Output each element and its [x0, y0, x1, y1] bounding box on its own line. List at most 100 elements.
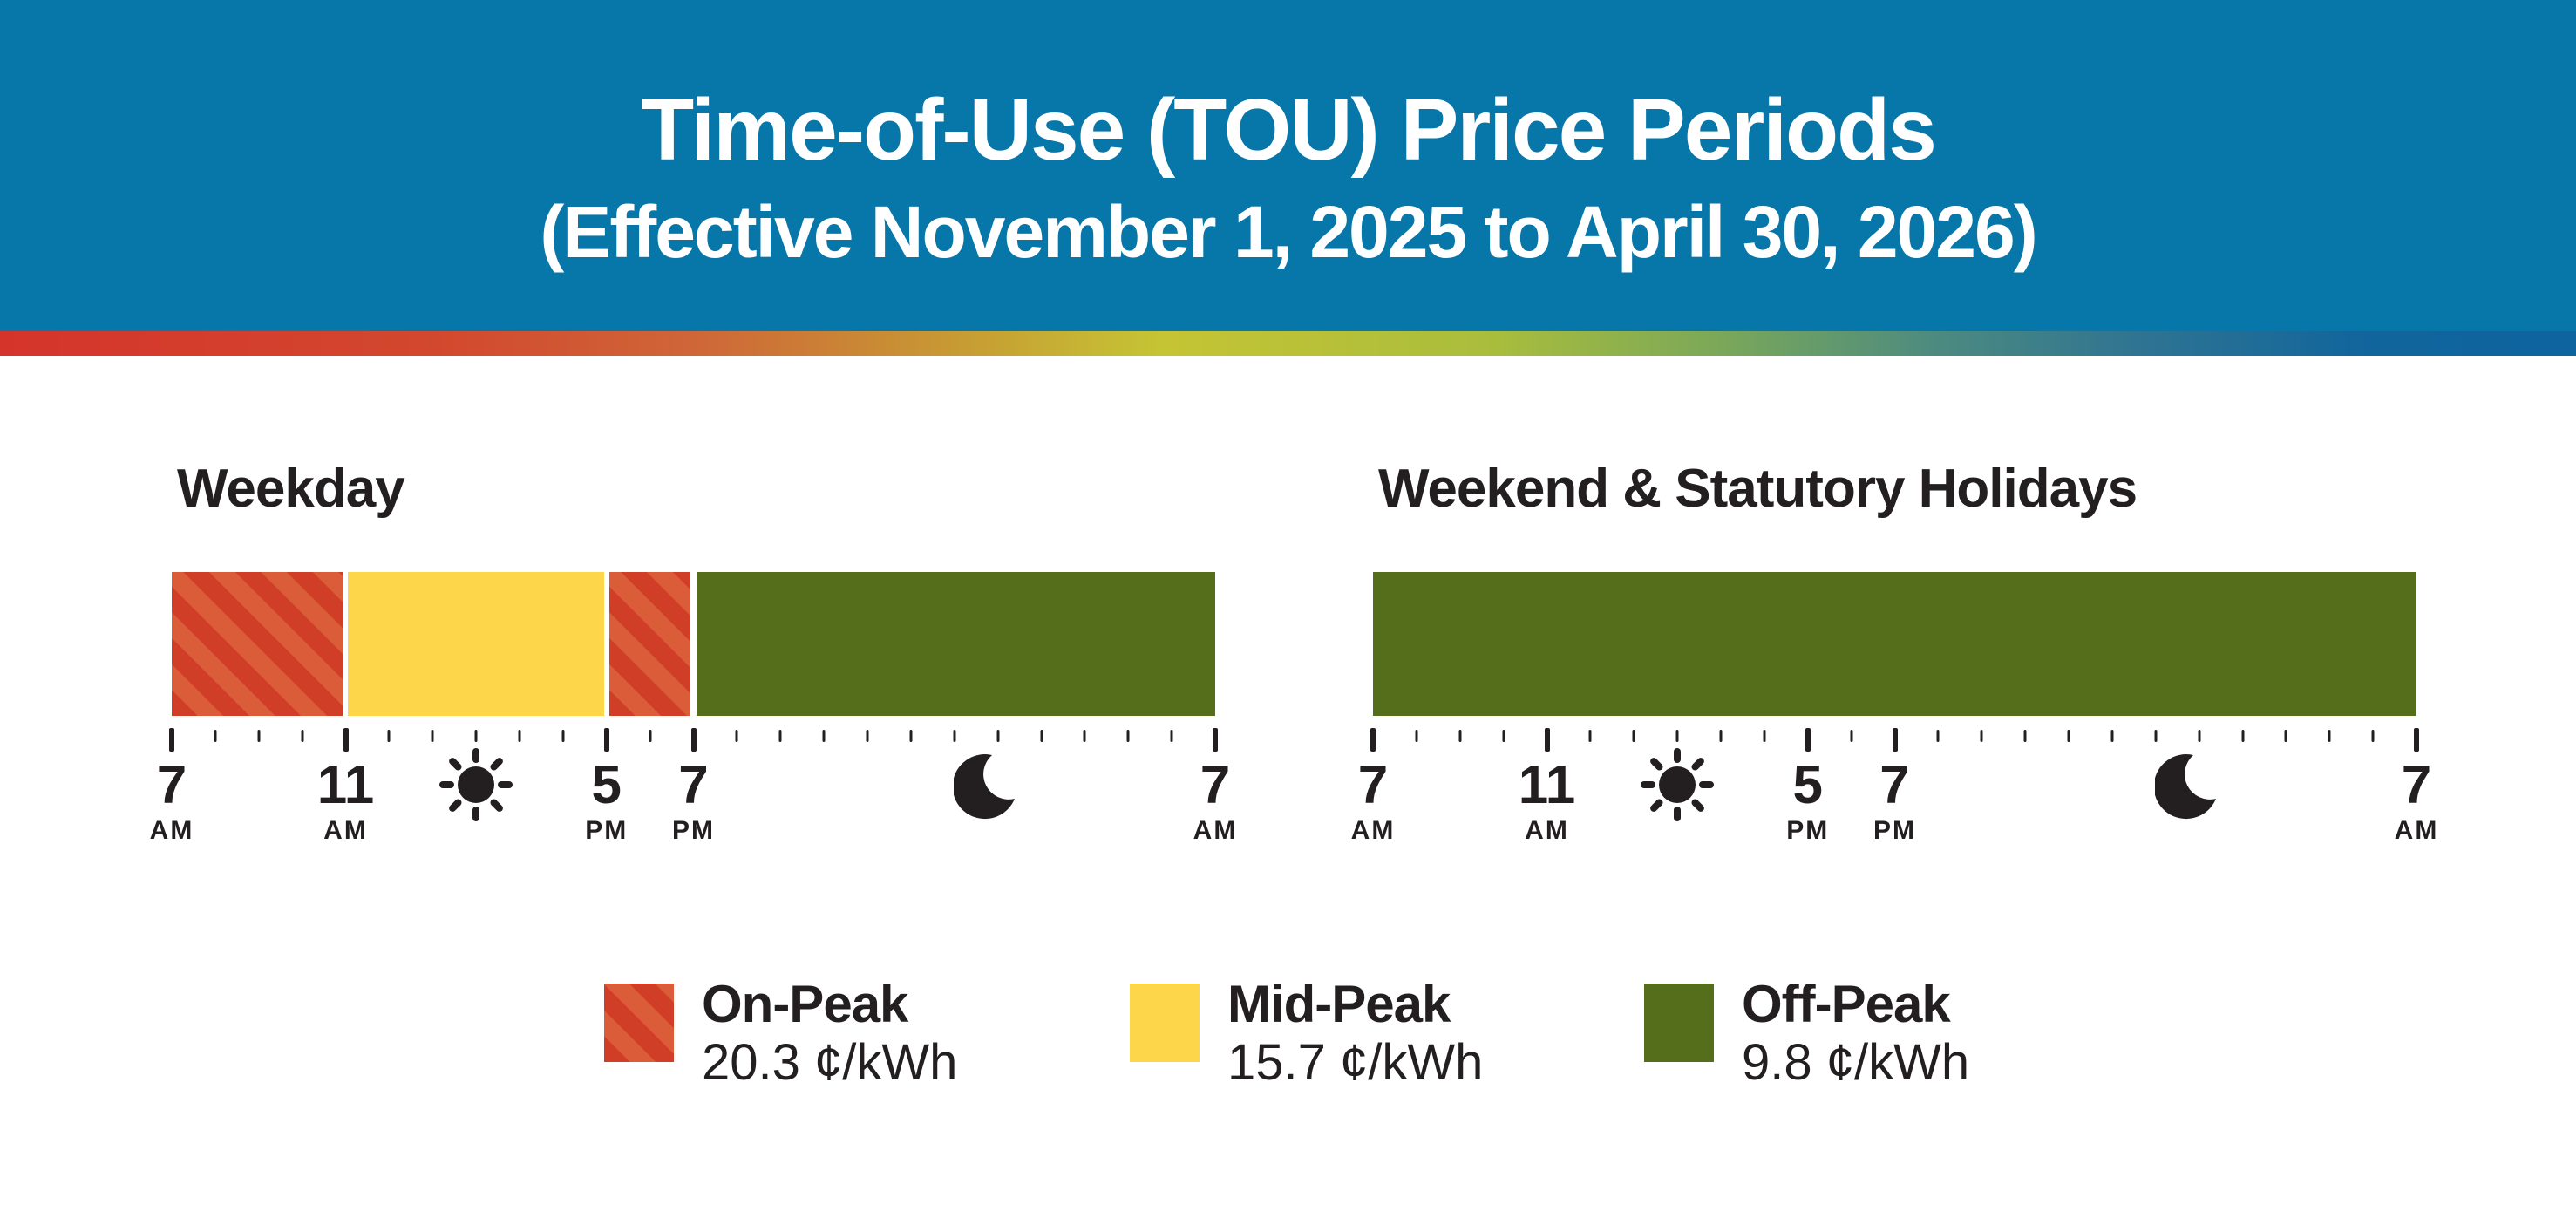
minor-tick — [1936, 730, 1940, 742]
minor-tick — [474, 730, 478, 742]
major-tick — [1805, 728, 1811, 752]
sun-icon — [439, 748, 513, 821]
time-label-ampm: PM — [585, 816, 629, 845]
minor-tick — [518, 730, 521, 742]
major-tick — [690, 728, 697, 752]
minor-tick — [2067, 730, 2070, 742]
moon-icon — [953, 754, 1015, 820]
segment-mid-peak — [348, 572, 604, 716]
mid-peak-swatch — [1130, 984, 1200, 1062]
page-title: Time-of-Use (TOU) Price Periods — [641, 81, 1937, 180]
minor-tick — [2023, 730, 2027, 742]
minor-tick — [257, 730, 261, 742]
time-label-hour: 7 — [678, 755, 709, 815]
minor-tick — [1632, 730, 1635, 742]
time-label-hour: 7 — [1200, 755, 1231, 815]
time-label: 5 PM — [1786, 759, 1829, 844]
time-label: 7 AM — [1351, 759, 1396, 844]
on-peak-price: 20.3 ¢/kWh — [702, 1034, 958, 1091]
time-label-hour: 7 — [1879, 755, 1910, 815]
minor-tick — [2371, 730, 2375, 742]
minor-tick — [649, 730, 652, 742]
minor-tick — [1850, 730, 1853, 742]
mid-peak-label: Mid-Peak — [1227, 975, 1451, 1033]
time-label: 7 PM — [672, 759, 715, 844]
minor-tick — [214, 730, 217, 742]
major-tick — [343, 728, 349, 752]
time-label-ampm: PM — [1786, 816, 1830, 845]
off-peak-swatch — [1644, 984, 1714, 1062]
legend-item-mid-peak: Mid-Peak 15.7 ¢/kWh — [1130, 977, 1483, 1091]
time-label: 7 AM — [1193, 759, 1238, 844]
legend: On-Peak 20.3 ¢/kWh Mid-Peak 15.7 ¢/kWh O… — [0, 977, 2576, 1116]
weekday-bar — [172, 572, 1215, 716]
time-label-hour: 11 — [316, 755, 375, 815]
header-banner: Time-of-Use (TOU) Price Periods (Effecti… — [0, 0, 2576, 331]
minor-tick — [1040, 730, 1043, 742]
minor-tick — [2110, 730, 2114, 742]
minor-tick — [1588, 730, 1592, 742]
time-label: 11 AM — [317, 759, 375, 844]
time-label-hour: 7 — [1357, 755, 1389, 815]
minor-tick — [822, 730, 826, 742]
minor-tick — [996, 730, 1000, 742]
minor-tick — [1458, 730, 1462, 742]
mid-peak-text: Mid-Peak 15.7 ¢/kWh — [1227, 977, 1483, 1091]
time-label-hour: 5 — [1792, 755, 1823, 815]
time-label: 7 AM — [150, 759, 194, 844]
segment-off-peak — [696, 572, 1215, 716]
time-label: 11 AM — [1519, 759, 1576, 844]
minor-tick — [2328, 730, 2331, 742]
minor-tick — [1502, 730, 1505, 742]
minor-tick — [2198, 730, 2201, 742]
time-label-hour: 11 — [1518, 755, 1576, 815]
weekend-chart-title: Weekend & Statutory Holidays — [1378, 459, 2138, 519]
minor-tick — [735, 730, 738, 742]
weekend-ruler — [1370, 728, 2419, 754]
minor-tick — [1719, 730, 1723, 742]
time-label-ampm: AM — [323, 816, 368, 845]
minor-tick — [387, 730, 391, 742]
time-label-hour: 7 — [156, 755, 187, 815]
minor-tick — [1675, 730, 1679, 742]
weekend-bar — [1373, 572, 2416, 716]
on-peak-label: On-Peak — [702, 975, 908, 1033]
minor-tick — [2154, 730, 2158, 742]
segment-off-peak — [1373, 572, 2416, 716]
time-label-ampm: AM — [1525, 816, 1569, 845]
legend-item-on-peak: On-Peak 20.3 ¢/kWh — [604, 977, 957, 1091]
off-peak-price: 9.8 ¢/kWh — [1742, 1034, 1970, 1091]
moon-icon — [2154, 754, 2216, 820]
weekday-ruler — [169, 728, 1218, 754]
weekend-axis-labels: 7 AM 11 AM 5 PM 7 PM 7 AM — [1351, 748, 2437, 872]
off-peak-label: Off-Peak — [1742, 975, 1951, 1033]
weekday-chart-title: Weekday — [177, 459, 405, 519]
major-tick — [1892, 728, 1898, 752]
time-label-ampm: AM — [1193, 816, 1238, 845]
minor-tick — [1415, 730, 1418, 742]
minor-tick — [561, 730, 565, 742]
minor-tick — [866, 730, 869, 742]
page-subtitle: (Effective November 1, 2025 to April 30,… — [540, 191, 2037, 274]
time-label-ampm: AM — [149, 816, 194, 845]
minor-tick — [1980, 730, 1983, 742]
time-label-ampm: PM — [1873, 816, 1916, 845]
mid-peak-price: 15.7 ¢/kWh — [1227, 1034, 1484, 1091]
minor-tick — [1763, 730, 1766, 742]
on-peak-text: On-Peak 20.3 ¢/kWh — [702, 977, 957, 1091]
minor-tick — [301, 730, 304, 742]
rainbow-divider — [0, 331, 2576, 356]
time-label-ampm: PM — [672, 816, 715, 845]
legend-item-off-peak: Off-Peak 9.8 ¢/kWh — [1644, 977, 1969, 1091]
segment-on-peak — [608, 572, 691, 716]
weekday-chart: Weekday 7 AM 11 AM 5 PM 7 PM 7 AM — [150, 459, 1236, 881]
time-label-hour: 7 — [2401, 755, 2432, 815]
minor-tick — [1083, 730, 1086, 742]
minor-tick — [1170, 730, 1173, 742]
major-tick — [1544, 728, 1550, 752]
major-tick — [1213, 728, 1218, 752]
minor-tick — [909, 730, 913, 742]
minor-tick — [2284, 730, 2287, 742]
minor-tick — [953, 730, 956, 742]
major-tick — [2414, 728, 2419, 752]
